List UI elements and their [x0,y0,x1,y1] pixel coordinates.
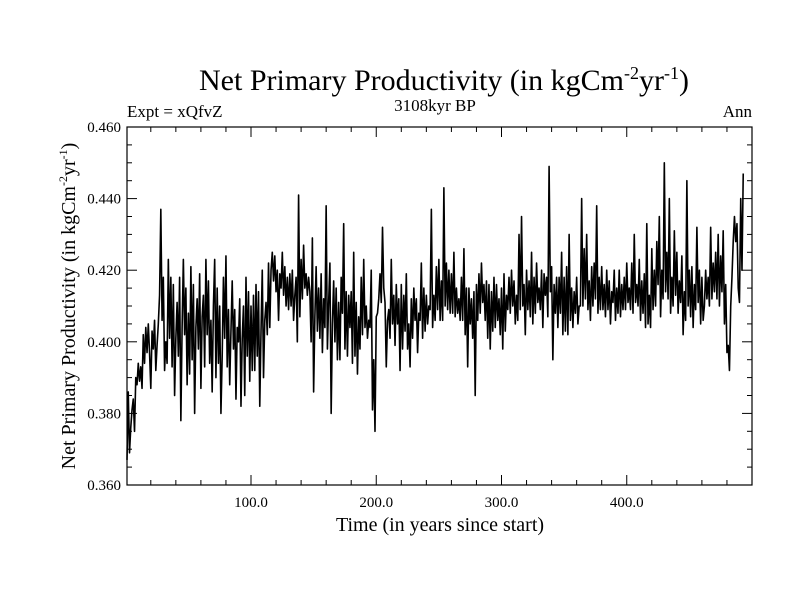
x-tick-label: 300.0 [485,495,519,511]
season-label: Ann [723,102,753,121]
period-label: 3108kyr BP [394,96,476,115]
y-tick-label: 0.440 [87,192,121,208]
x-axis-label: Time (in years since start) [336,514,544,536]
y-tick-label: 0.460 [87,120,121,136]
x-tick-label: 100.0 [234,495,268,511]
chart-title: Net Primary Productivity (in kgCm-2yr-1) [199,63,689,97]
axis-tick-labels: 100.0 200.0 300.0 400.0 0.360 0.380 0.400 0.420… [87,120,643,511]
x-tick-label: 400.0 [610,495,644,511]
y-tick-label: 0.400 [87,335,121,351]
x-tick-label: 200.0 [359,495,393,511]
y-tick-label: 0.420 [87,263,121,279]
experiment-label: Expt = xQfvZ [127,102,223,121]
y-tick-label: 0.360 [87,478,121,494]
series-line [126,162,745,460]
y-tick-label: 0.380 [87,406,121,422]
y-axis-label: Net Primary Productivity (in kgCm-2yr-1) [56,143,80,470]
axis-ticks [127,126,752,486]
series-layer [126,162,745,460]
